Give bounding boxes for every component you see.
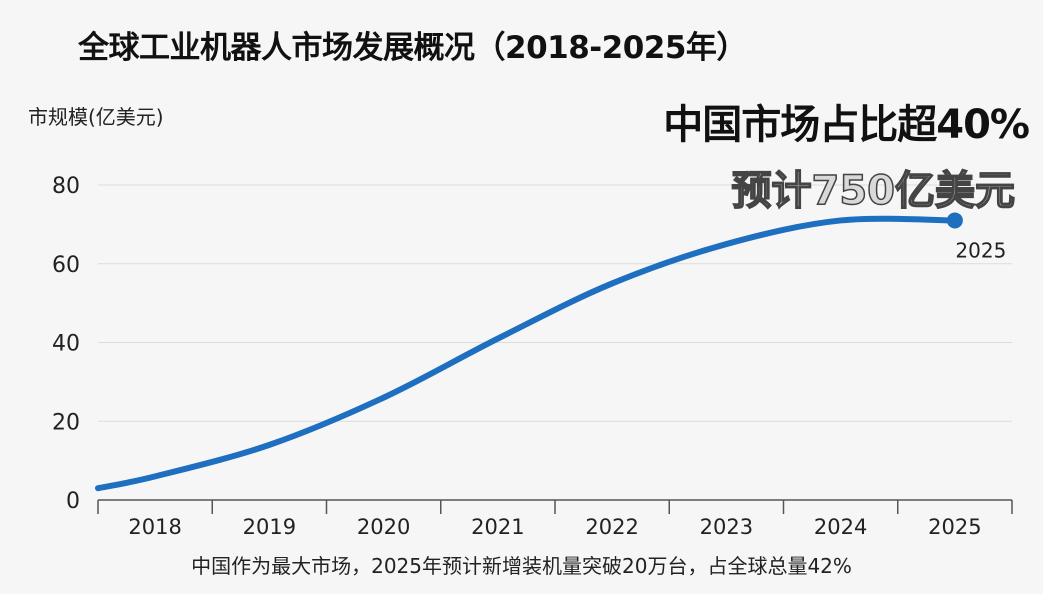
subhead-annotation: 预计750亿美元	[731, 167, 1016, 215]
x-tick-label-2018: 2018	[128, 515, 181, 539]
end-point-label: 2025	[955, 238, 1006, 262]
y-tick-labels: 0 20 40 60 80	[52, 174, 80, 514]
series-line-market-size	[95, 215, 958, 492]
chart-caption: 中国作为最大市场，2025年预计新增装机量突破20万台，占全球总量42%	[191, 554, 852, 578]
gridlines	[98, 184, 1012, 422]
y-tick-label-40: 40	[52, 332, 80, 357]
x-tick-label-2024: 2024	[814, 515, 867, 539]
x-tick-label-2025: 2025	[928, 515, 981, 539]
axes	[97, 499, 1013, 514]
y-tick-label-20: 20	[52, 410, 80, 435]
x-tick-label-2020: 2020	[357, 515, 410, 539]
y-tick-label-0: 0	[66, 489, 80, 514]
x-tick-label-2019: 2019	[243, 515, 296, 539]
end-point-marker	[946, 212, 963, 229]
x-tick-labels: 2018 2019 2020 2021 2022 2023 2024 2025	[128, 515, 981, 539]
x-tick-label-2022: 2022	[585, 515, 638, 539]
y-tick-label-60: 60	[52, 253, 80, 278]
series: 2025	[95, 212, 1006, 492]
x-tick-label-2023: 2023	[700, 515, 753, 539]
chart-title: 全球工业机器人市场发展概况（2018-2025年）	[78, 30, 747, 66]
y-tick-label-80: 80	[52, 174, 80, 199]
x-tick-label-2021: 2021	[471, 515, 524, 539]
y-axis-label: 市规模(亿美元)	[28, 105, 164, 129]
headline-annotation: 中国市场占比超40%	[663, 102, 1030, 148]
